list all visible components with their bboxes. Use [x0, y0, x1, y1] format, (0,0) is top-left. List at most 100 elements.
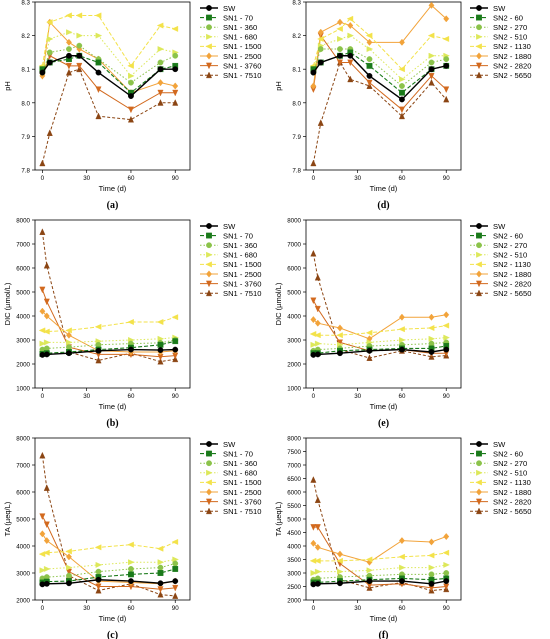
- series-sw: [310, 346, 450, 358]
- x-tick-label: 0: [41, 605, 45, 612]
- data-point: [310, 69, 317, 76]
- legend-entry: SN1 - 680: [223, 469, 257, 478]
- data-point: [65, 327, 72, 334]
- y-tick-label: 5000: [16, 290, 30, 297]
- legend-entry: SN2 - 2820: [493, 497, 531, 506]
- data-point: [398, 553, 405, 560]
- data-point: [428, 313, 435, 321]
- data-point: [157, 347, 164, 353]
- legend-marker: [476, 24, 482, 31]
- data-point: [310, 159, 317, 167]
- data-point: [365, 556, 373, 563]
- data-point: [428, 73, 435, 80]
- data-point: [46, 59, 53, 66]
- y-tick-label: 7000: [16, 463, 30, 470]
- legend-marker: [476, 469, 483, 476]
- legend-entry: SN1 - 2500: [223, 270, 261, 279]
- data-point: [337, 52, 343, 59]
- legend-entry: SN2 - 1880: [493, 52, 531, 61]
- data-point: [366, 79, 373, 87]
- series-line: [41, 289, 176, 358]
- y-tick-label: 2000: [16, 362, 30, 369]
- data-point: [336, 550, 343, 558]
- legend-marker: [205, 507, 213, 515]
- data-point: [128, 566, 134, 572]
- data-point: [39, 530, 46, 538]
- series-sn1-360: [39, 42, 179, 86]
- legend-entry: SN2 - 60: [493, 231, 523, 240]
- data-point: [314, 568, 322, 575]
- data-point: [336, 332, 343, 339]
- legend-marker: [206, 460, 212, 467]
- x-axis-label: Time (d): [370, 614, 398, 623]
- data-point: [43, 565, 51, 572]
- x-tick-label: 60: [128, 393, 135, 400]
- data-point: [398, 537, 405, 545]
- y-tick-label: 8000: [287, 436, 301, 443]
- data-point: [172, 66, 179, 73]
- legend-entry: SN1 - 70: [223, 13, 253, 22]
- y-tick-label: 7000: [16, 242, 30, 249]
- data-point: [443, 62, 450, 69]
- legend-entry: SN1 - 360: [223, 459, 257, 468]
- data-point: [46, 49, 53, 56]
- legend-entry: SN1 - 680: [223, 251, 257, 260]
- y-axis-label: DIC (µmol/L): [3, 282, 12, 325]
- data-point: [398, 326, 405, 333]
- data-point: [66, 564, 73, 571]
- data-point: [65, 553, 72, 561]
- legend-entry: SN1 - 360: [223, 241, 257, 250]
- data-point: [317, 119, 324, 126]
- data-point: [317, 46, 324, 52]
- series-sn2-5650: [310, 58, 450, 167]
- series-sn2-2820: [310, 524, 450, 592]
- legend-entry: SN2 - 60: [493, 13, 523, 22]
- series-sn2-510: [310, 334, 450, 348]
- series-sn1-680: [39, 556, 179, 574]
- x-tick-label: 60: [128, 175, 135, 182]
- legend-entry: SN2 - 270: [493, 459, 527, 468]
- x-tick-label: 90: [443, 605, 450, 612]
- data-point: [310, 569, 318, 577]
- y-tick-label: 4000: [287, 314, 301, 321]
- legend-marker: [476, 441, 482, 447]
- legend-entry: SN2 - 1880: [493, 488, 531, 497]
- y-tick-label: 8.2: [21, 33, 30, 40]
- data-point: [398, 106, 405, 114]
- series-line: [42, 541, 176, 555]
- data-point: [336, 557, 343, 564]
- data-point: [156, 545, 164, 552]
- series-line: [41, 21, 176, 94]
- series-sw: [310, 578, 450, 588]
- data-point: [427, 32, 435, 39]
- legend-marker: [475, 507, 483, 515]
- legend-marker: [476, 242, 482, 249]
- data-point: [66, 350, 72, 357]
- data-point: [65, 12, 72, 19]
- data-point: [95, 32, 103, 39]
- legend-marker: [206, 450, 212, 457]
- series-sn2-1130: [309, 549, 450, 564]
- data-point: [157, 89, 164, 97]
- legend-entry: SN1 - 680: [223, 33, 257, 42]
- data-point: [314, 351, 321, 358]
- series-line: [41, 68, 176, 164]
- panel-label: (d): [377, 200, 389, 211]
- data-point: [66, 339, 73, 346]
- legend-entry: SN1 - 1500: [223, 478, 261, 487]
- data-point: [336, 25, 343, 32]
- data-point: [39, 69, 46, 76]
- legend-marker: [206, 232, 212, 239]
- data-point: [39, 159, 46, 167]
- series-sw: [310, 52, 450, 103]
- data-point: [399, 578, 405, 584]
- data-point: [317, 35, 324, 42]
- series-sn2-270: [310, 46, 450, 89]
- x-axis-label: Time (d): [99, 614, 127, 623]
- series-sn2-1880: [310, 1, 450, 90]
- legend-entry: SN2 - 1130: [493, 260, 531, 269]
- legend-entry: SW: [223, 222, 236, 231]
- x-tick-label: 90: [443, 175, 450, 182]
- x-tick-label: 30: [354, 393, 361, 400]
